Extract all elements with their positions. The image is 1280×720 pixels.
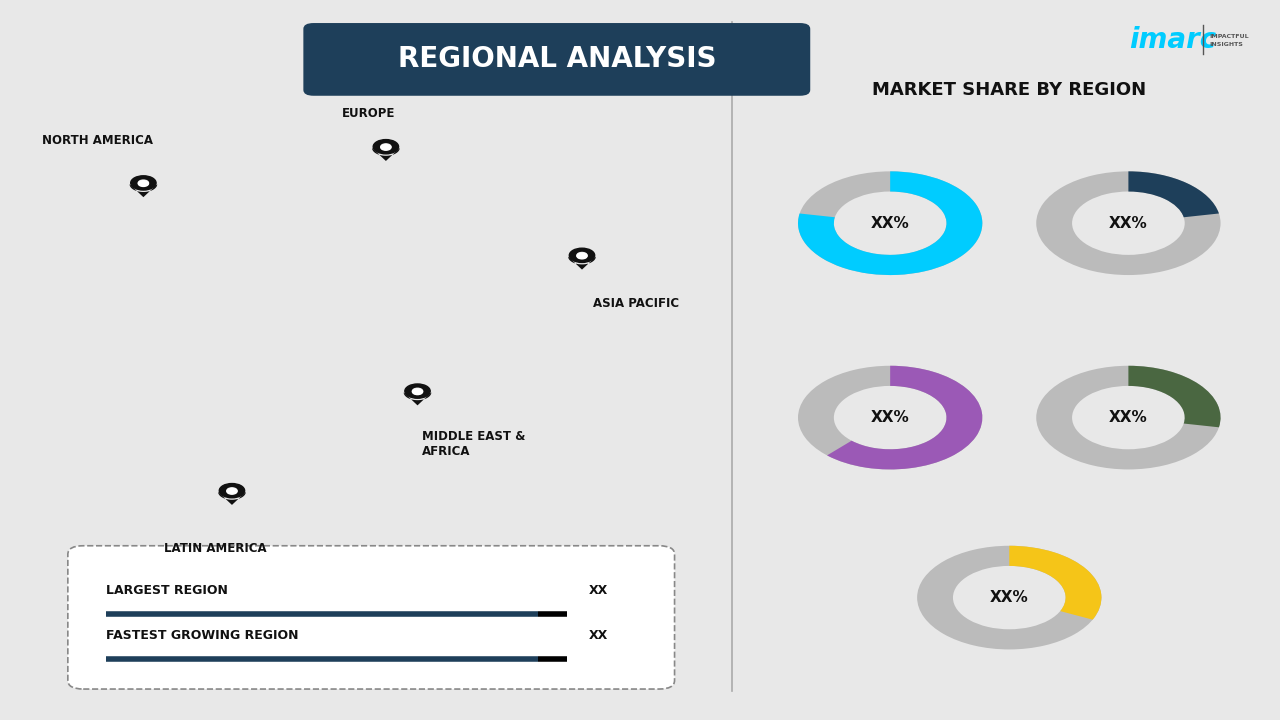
- Circle shape: [131, 176, 156, 190]
- Text: FASTEST GROWING REGION: FASTEST GROWING REGION: [106, 629, 298, 642]
- Text: ASIA PACIFIC: ASIA PACIFIC: [593, 297, 678, 310]
- Circle shape: [404, 384, 430, 398]
- Wedge shape: [1037, 171, 1221, 275]
- Circle shape: [570, 248, 595, 263]
- Text: LATIN AMERICA: LATIN AMERICA: [164, 541, 268, 554]
- Text: XX: XX: [589, 584, 608, 597]
- Circle shape: [138, 181, 148, 186]
- Circle shape: [138, 180, 148, 186]
- PathPatch shape: [568, 256, 595, 269]
- Circle shape: [577, 253, 588, 258]
- Wedge shape: [916, 546, 1101, 649]
- Text: IMPACTFUL: IMPACTFUL: [1210, 34, 1249, 38]
- Text: MIDDLE EAST &
AFRICA: MIDDLE EAST & AFRICA: [421, 430, 525, 458]
- Text: XX: XX: [589, 629, 608, 642]
- Circle shape: [219, 484, 244, 498]
- PathPatch shape: [129, 184, 157, 197]
- Wedge shape: [1009, 546, 1101, 620]
- PathPatch shape: [372, 148, 399, 161]
- Wedge shape: [1129, 366, 1221, 427]
- Circle shape: [374, 140, 398, 154]
- Text: XX%: XX%: [870, 216, 910, 230]
- Circle shape: [381, 145, 390, 150]
- Circle shape: [577, 253, 588, 258]
- Text: XX%: XX%: [870, 410, 910, 425]
- FancyBboxPatch shape: [303, 23, 810, 96]
- Wedge shape: [797, 366, 982, 469]
- Wedge shape: [797, 171, 982, 275]
- Wedge shape: [1129, 171, 1219, 217]
- Text: XX%: XX%: [989, 590, 1029, 605]
- FancyBboxPatch shape: [68, 546, 675, 689]
- Text: EUROPE: EUROPE: [342, 107, 396, 120]
- Wedge shape: [1037, 366, 1221, 469]
- Text: LARGEST REGION: LARGEST REGION: [106, 584, 228, 597]
- Text: imarc: imarc: [1129, 26, 1216, 53]
- Text: XX%: XX%: [1108, 216, 1148, 230]
- Circle shape: [227, 488, 237, 493]
- Text: INSIGHTS: INSIGHTS: [1210, 42, 1243, 47]
- PathPatch shape: [218, 492, 246, 505]
- Circle shape: [412, 389, 422, 395]
- Circle shape: [227, 488, 237, 494]
- Circle shape: [381, 144, 390, 150]
- Text: MARKET SHARE BY REGION: MARKET SHARE BY REGION: [872, 81, 1147, 99]
- Wedge shape: [797, 171, 982, 275]
- Text: NORTH AMERICA: NORTH AMERICA: [42, 135, 154, 148]
- Text: REGIONAL ANALYSIS: REGIONAL ANALYSIS: [398, 45, 716, 73]
- Text: XX%: XX%: [1108, 410, 1148, 425]
- PathPatch shape: [403, 392, 431, 405]
- Circle shape: [412, 388, 422, 394]
- Wedge shape: [827, 366, 982, 469]
